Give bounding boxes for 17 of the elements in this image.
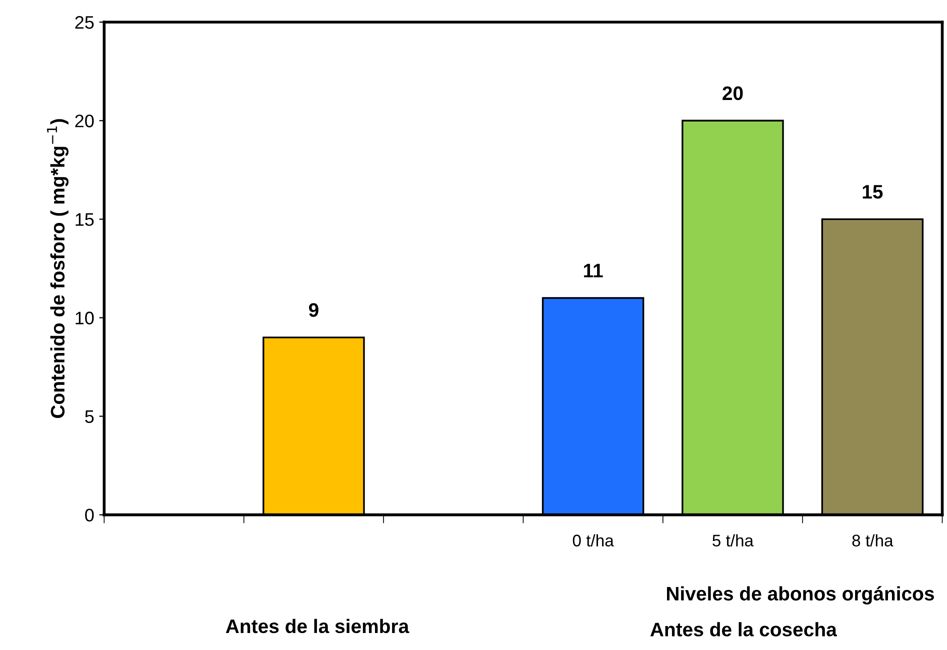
text: Antes de la cosecha — [650, 622, 838, 636]
data-label: 20 — [722, 86, 743, 100]
x-tick-label: 0 t/ha — [572, 534, 614, 546]
data-label: 9 — [308, 303, 318, 317]
data-label: 15 — [862, 185, 883, 199]
y-tick-label: 0 — [85, 508, 94, 522]
y-axis-title: Contenido de fosforo ( mg*kg$^{−1}$) — [47, 119, 69, 418]
text: Niveles de abonos orgánicos — [666, 586, 934, 604]
y-tick-label: 25 — [75, 16, 94, 29]
y-tick-label: 20 — [75, 114, 94, 128]
y-tick-label: 10 — [76, 312, 94, 324]
y-tick-label: 5 — [85, 410, 94, 423]
text: Antes de la siembra — [226, 618, 410, 634]
x-tick-label: 5 t/ha — [712, 534, 754, 546]
data-label: 11 — [584, 264, 603, 278]
x-tick-label: 8 t/ha — [852, 534, 894, 546]
y-tick-label: 15 — [76, 213, 94, 226]
